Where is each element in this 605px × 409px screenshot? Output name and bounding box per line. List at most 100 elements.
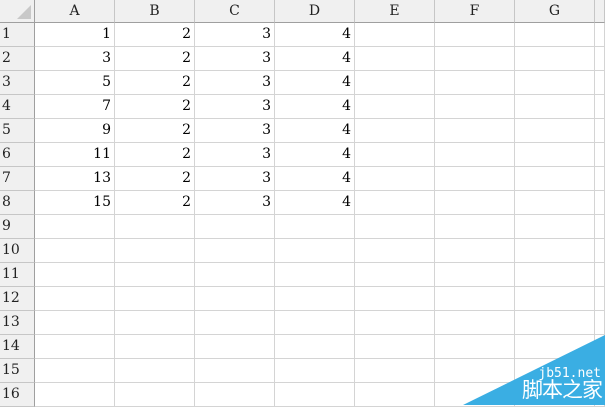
cell-F11[interactable] — [435, 263, 515, 287]
cell-A1[interactable]: 1 — [35, 23, 115, 47]
cell-E9[interactable] — [355, 215, 435, 239]
cell-F13[interactable] — [435, 311, 515, 335]
row-header-11[interactable]: 11 — [0, 263, 35, 287]
cell-C4[interactable]: 3 — [195, 95, 275, 119]
cell-G7[interactable] — [515, 167, 595, 191]
column-header-B[interactable]: B — [115, 0, 195, 23]
row-header-13[interactable]: 13 — [0, 311, 35, 335]
cell-F5[interactable] — [435, 119, 515, 143]
row-header-8[interactable]: 8 — [0, 191, 35, 215]
cell-C15[interactable] — [195, 359, 275, 383]
cell-C14[interactable] — [195, 335, 275, 359]
cell-B4[interactable]: 2 — [115, 95, 195, 119]
cell-D3[interactable]: 4 — [275, 71, 355, 95]
cell-F8[interactable] — [435, 191, 515, 215]
cell-G1[interactable] — [515, 23, 595, 47]
cell-E4[interactable] — [355, 95, 435, 119]
cell-D6[interactable]: 4 — [275, 143, 355, 167]
row-header-16[interactable]: 16 — [0, 383, 35, 407]
cell-F15[interactable] — [435, 359, 515, 383]
cell-next-13[interactable] — [595, 311, 605, 335]
cell-D7[interactable]: 4 — [275, 167, 355, 191]
cell-E15[interactable] — [355, 359, 435, 383]
cell-B14[interactable] — [115, 335, 195, 359]
cell-E5[interactable] — [355, 119, 435, 143]
cell-F1[interactable] — [435, 23, 515, 47]
row-header-3[interactable]: 3 — [0, 71, 35, 95]
cell-F9[interactable] — [435, 215, 515, 239]
cell-E14[interactable] — [355, 335, 435, 359]
column-header-C[interactable]: C — [195, 0, 275, 23]
cell-B5[interactable]: 2 — [115, 119, 195, 143]
cell-A5[interactable]: 9 — [35, 119, 115, 143]
cell-A6[interactable]: 11 — [35, 143, 115, 167]
cell-C8[interactable]: 3 — [195, 191, 275, 215]
cell-C13[interactable] — [195, 311, 275, 335]
cell-E6[interactable] — [355, 143, 435, 167]
cell-G4[interactable] — [515, 95, 595, 119]
cell-E2[interactable] — [355, 47, 435, 71]
cell-next-8[interactable] — [595, 191, 605, 215]
cell-G9[interactable] — [515, 215, 595, 239]
cell-next-5[interactable] — [595, 119, 605, 143]
cell-C1[interactable]: 3 — [195, 23, 275, 47]
cell-B7[interactable]: 2 — [115, 167, 195, 191]
cell-G3[interactable] — [515, 71, 595, 95]
cell-next-1[interactable] — [595, 23, 605, 47]
row-header-12[interactable]: 12 — [0, 287, 35, 311]
cell-G2[interactable] — [515, 47, 595, 71]
cell-C2[interactable]: 3 — [195, 47, 275, 71]
cell-D9[interactable] — [275, 215, 355, 239]
column-header-G[interactable]: G — [515, 0, 595, 23]
cell-G10[interactable] — [515, 239, 595, 263]
cell-C9[interactable] — [195, 215, 275, 239]
cell-E8[interactable] — [355, 191, 435, 215]
column-header-D[interactable]: D — [275, 0, 355, 23]
cell-F4[interactable] — [435, 95, 515, 119]
cell-E3[interactable] — [355, 71, 435, 95]
column-header-next[interactable] — [595, 0, 605, 23]
column-header-E[interactable]: E — [355, 0, 435, 23]
cell-B11[interactable] — [115, 263, 195, 287]
cell-C12[interactable] — [195, 287, 275, 311]
cell-D2[interactable]: 4 — [275, 47, 355, 71]
cell-C11[interactable] — [195, 263, 275, 287]
cell-D10[interactable] — [275, 239, 355, 263]
cell-C6[interactable]: 3 — [195, 143, 275, 167]
cell-A10[interactable] — [35, 239, 115, 263]
column-header-A[interactable]: A — [35, 0, 115, 23]
cell-D5[interactable]: 4 — [275, 119, 355, 143]
cell-B15[interactable] — [115, 359, 195, 383]
cell-A13[interactable] — [35, 311, 115, 335]
cell-next-2[interactable] — [595, 47, 605, 71]
cell-D16[interactable] — [275, 383, 355, 407]
cell-C7[interactable]: 3 — [195, 167, 275, 191]
cell-D1[interactable]: 4 — [275, 23, 355, 47]
cell-F12[interactable] — [435, 287, 515, 311]
cell-G6[interactable] — [515, 143, 595, 167]
cell-B3[interactable]: 2 — [115, 71, 195, 95]
cell-G5[interactable] — [515, 119, 595, 143]
cell-B1[interactable]: 2 — [115, 23, 195, 47]
cell-C5[interactable]: 3 — [195, 119, 275, 143]
cell-A11[interactable] — [35, 263, 115, 287]
row-header-10[interactable]: 10 — [0, 239, 35, 263]
cell-A4[interactable]: 7 — [35, 95, 115, 119]
cell-A2[interactable]: 3 — [35, 47, 115, 71]
cell-B16[interactable] — [115, 383, 195, 407]
cell-B12[interactable] — [115, 287, 195, 311]
cell-F7[interactable] — [435, 167, 515, 191]
cell-next-7[interactable] — [595, 167, 605, 191]
cell-A7[interactable]: 13 — [35, 167, 115, 191]
row-header-6[interactable]: 6 — [0, 143, 35, 167]
cell-A16[interactable] — [35, 383, 115, 407]
cell-B13[interactable] — [115, 311, 195, 335]
cell-E10[interactable] — [355, 239, 435, 263]
cell-A12[interactable] — [35, 287, 115, 311]
cell-F3[interactable] — [435, 71, 515, 95]
cell-E13[interactable] — [355, 311, 435, 335]
cell-next-4[interactable] — [595, 95, 605, 119]
cell-E11[interactable] — [355, 263, 435, 287]
cell-D13[interactable] — [275, 311, 355, 335]
cell-A14[interactable] — [35, 335, 115, 359]
